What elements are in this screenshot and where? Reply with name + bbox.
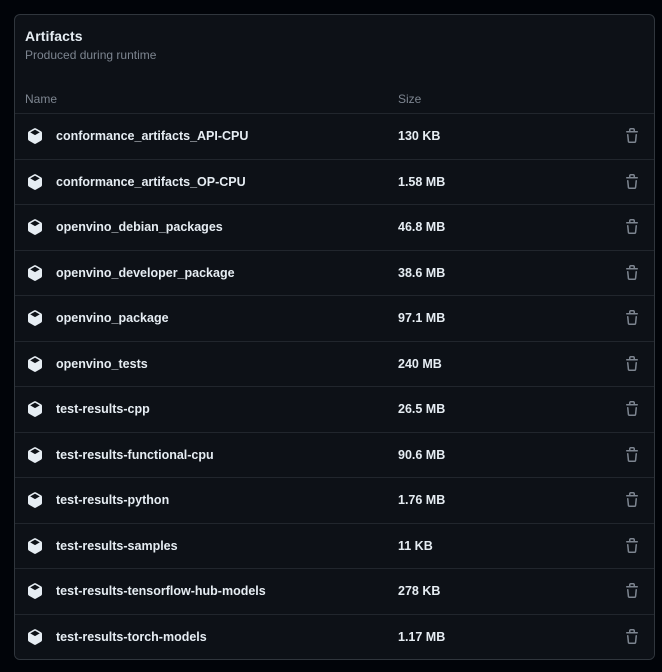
artifact-name-link[interactable]: test-results-torch-models — [56, 629, 207, 644]
artifact-name-cell: test-results-torch-models — [27, 628, 398, 645]
delete-artifact-button[interactable] — [624, 446, 640, 463]
artifact-size: 26.5 MB — [398, 402, 446, 417]
artifact-rows: conformance_artifacts_API-CPU 130 KB con… — [15, 113, 654, 659]
artifact-name-cell: test-results-python — [27, 492, 398, 509]
artifact-name-cell: conformance_artifacts_OP-CPU — [27, 173, 398, 190]
artifact-name-link[interactable]: test-results-cpp — [56, 402, 150, 417]
table-row: openvino_tests 240 MB — [15, 340, 654, 386]
title-block: Artifacts Produced during runtime — [15, 15, 654, 62]
package-icon — [27, 219, 43, 236]
package-icon — [27, 628, 43, 645]
artifacts-card: Artifacts Produced during runtime Name S… — [14, 14, 655, 660]
trash-icon — [624, 310, 640, 326]
delete-artifact-button[interactable] — [624, 628, 640, 645]
delete-artifact-button[interactable] — [624, 173, 640, 190]
artifact-name-cell: openvino_tests — [27, 355, 398, 372]
table-row: conformance_artifacts_OP-CPU 1.58 MB — [15, 158, 654, 204]
package-icon — [27, 492, 43, 509]
delete-artifact-button[interactable] — [624, 537, 640, 554]
trash-icon — [624, 128, 640, 144]
delete-artifact-button[interactable] — [624, 492, 640, 508]
artifact-name-link[interactable]: openvino_tests — [56, 356, 148, 371]
delete-artifact-button[interactable] — [624, 128, 640, 144]
table-row: test-results-functional-cpu 90.6 MB — [15, 431, 654, 477]
artifact-size: 1.17 MB — [398, 629, 446, 644]
artifacts-card-header: Artifacts Produced during runtime Name S… — [15, 15, 654, 113]
trash-icon — [624, 219, 640, 235]
artifact-name-link[interactable]: conformance_artifacts_OP-CPU — [56, 174, 246, 189]
trash-icon — [624, 264, 640, 281]
artifact-size: 11 KB — [398, 538, 433, 553]
table-row: test-results-cpp 26.5 MB — [15, 386, 654, 432]
artifact-name-link[interactable]: conformance_artifacts_API-CPU — [56, 129, 249, 144]
artifact-name-cell: openvino_debian_packages — [27, 219, 398, 236]
trash-icon — [624, 537, 640, 554]
artifact-size: 278 KB — [398, 584, 441, 599]
table-row: conformance_artifacts_API-CPU 130 KB — [15, 113, 654, 159]
table-row: test-results-tensorflow-hub-models 278 K… — [15, 568, 654, 614]
artifact-size: 1.76 MB — [398, 493, 446, 508]
trash-icon — [624, 173, 640, 190]
column-header-name: Name — [25, 92, 58, 106]
delete-artifact-button[interactable] — [624, 355, 640, 372]
package-icon — [27, 537, 43, 554]
artifact-size: 240 MB — [398, 356, 442, 371]
card-title: Artifacts — [25, 28, 83, 44]
artifact-size: 38.6 MB — [398, 265, 446, 280]
artifact-name-link[interactable]: test-results-tensorflow-hub-models — [56, 584, 266, 599]
delete-artifact-button[interactable] — [624, 310, 640, 326]
delete-artifact-button[interactable] — [624, 264, 640, 281]
trash-icon — [624, 628, 640, 645]
artifact-name-cell: conformance_artifacts_API-CPU — [27, 128, 398, 145]
package-icon — [27, 446, 43, 463]
artifact-name-cell: test-results-functional-cpu — [27, 446, 398, 463]
artifact-size: 1.58 MB — [398, 174, 446, 189]
trash-icon — [624, 492, 640, 508]
trash-icon — [624, 401, 640, 417]
package-icon — [27, 355, 43, 372]
table-column-headers: Name Size — [15, 92, 654, 106]
artifact-name-cell: openvino_developer_package — [27, 264, 398, 281]
artifact-name-link[interactable]: test-results-samples — [56, 538, 178, 553]
table-row: test-results-torch-models 1.17 MB — [15, 613, 654, 659]
trash-icon — [624, 583, 640, 599]
table-row: openvino_package 97.1 MB — [15, 295, 654, 341]
artifact-name-link[interactable]: openvino_debian_packages — [56, 220, 223, 235]
card-subtitle: Produced during runtime — [25, 48, 157, 62]
package-icon — [27, 583, 43, 600]
artifact-name-cell: test-results-tensorflow-hub-models — [27, 583, 398, 600]
trash-icon — [624, 446, 640, 463]
package-icon — [27, 401, 43, 418]
delete-artifact-button[interactable] — [624, 401, 640, 417]
table-row: openvino_developer_package 38.6 MB — [15, 249, 654, 295]
delete-artifact-button[interactable] — [624, 583, 640, 599]
artifact-size: 130 KB — [398, 129, 441, 144]
package-icon — [27, 264, 43, 281]
artifact-name-link[interactable]: openvino_developer_package — [56, 265, 235, 280]
artifact-name-cell: test-results-samples — [27, 537, 398, 554]
table-row: test-results-python 1.76 MB — [15, 477, 654, 523]
package-icon — [27, 310, 43, 327]
artifact-size: 90.6 MB — [398, 447, 446, 462]
table-row: test-results-samples 11 KB — [15, 522, 654, 568]
artifact-name-link[interactable]: test-results-python — [56, 493, 170, 508]
artifact-size: 97.1 MB — [398, 311, 446, 326]
artifact-name-cell: openvino_package — [27, 310, 398, 327]
delete-artifact-button[interactable] — [624, 219, 640, 235]
artifact-name-link[interactable]: test-results-functional-cpu — [56, 447, 214, 462]
package-icon — [27, 173, 43, 190]
artifact-name-link[interactable]: openvino_package — [56, 311, 169, 326]
package-icon — [27, 128, 43, 145]
column-header-size: Size — [398, 92, 422, 106]
artifact-size: 46.8 MB — [398, 220, 446, 235]
artifact-name-cell: test-results-cpp — [27, 401, 398, 418]
table-row: openvino_debian_packages 46.8 MB — [15, 204, 654, 250]
trash-icon — [624, 355, 640, 372]
